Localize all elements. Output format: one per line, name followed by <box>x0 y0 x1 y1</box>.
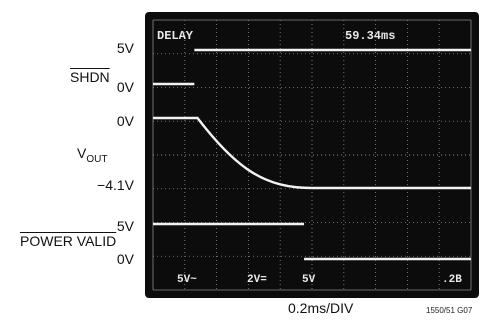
timebase-readout: .2B <box>442 274 462 286</box>
vout-label: VOUT <box>77 145 108 165</box>
oscilloscope-screen: DELAY 59.34ms 5V~ 2V= 5V .2B <box>145 12 479 298</box>
trace-vout <box>153 116 471 190</box>
ch2-scale-readout: 2V= <box>247 274 267 286</box>
shdn-low-level: 0V <box>116 79 134 95</box>
screen-background <box>145 12 479 298</box>
shdn-label: SHDN <box>70 69 110 85</box>
graticule <box>152 19 472 291</box>
figure-code: 1550/51 G07 <box>426 306 473 315</box>
power-valid-high-level: 5V <box>116 218 134 234</box>
shdn-high-level: 5V <box>116 40 134 56</box>
trace-power-valid <box>153 222 471 261</box>
delay-readout-value: 59.34ms <box>345 29 395 43</box>
traces <box>153 48 471 261</box>
ch3-scale-readout: 5V <box>302 274 316 286</box>
vout-bottom-level: −4.1V <box>97 177 134 193</box>
vout-top-level: 0V <box>116 113 134 129</box>
trace-shdn <box>153 48 471 86</box>
ch1-scale-readout: 5V~ <box>177 274 197 286</box>
timebase-caption: 0.2ms/DIV <box>288 300 354 316</box>
delay-readout-label: DELAY <box>157 29 194 43</box>
power-valid-low-level: 0V <box>116 251 134 267</box>
power-valid-label: POWER VALID <box>20 233 117 249</box>
